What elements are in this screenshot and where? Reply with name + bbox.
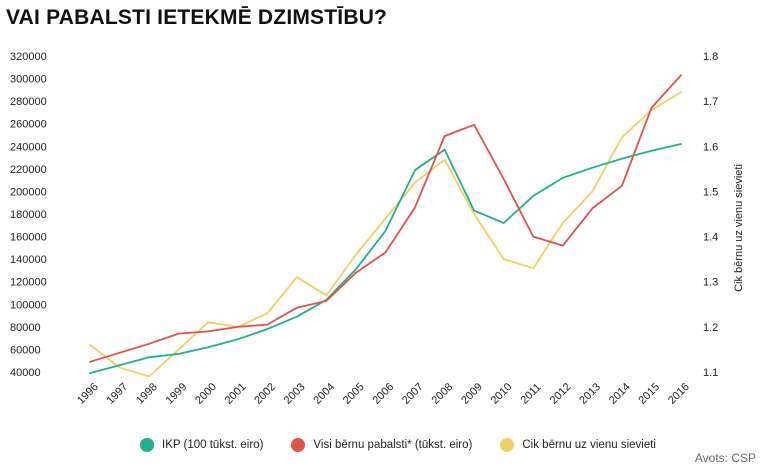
- legend-item-ikp: IKP (100 tūkst. eiro): [140, 438, 263, 452]
- legend-label-dzimstiba: Cik bērnu uz vienu sievieti: [522, 439, 656, 451]
- x-tick-label: 2010: [489, 381, 515, 407]
- y-tick-label-left: 300000: [10, 74, 47, 86]
- legend-item-dzimstiba: Cik bērnu uz vienu sievieti: [500, 438, 656, 452]
- x-tick-label: 2011: [519, 381, 544, 406]
- x-tick-label: 2006: [370, 381, 396, 407]
- y-tick-label-left: 200000: [10, 186, 47, 198]
- y-tick-label-left: 240000: [10, 141, 47, 153]
- x-tick-label: 2001: [223, 381, 249, 407]
- legend-swatch-pabalsti: [291, 438, 306, 452]
- x-tick-label: 2009: [459, 381, 485, 407]
- legend-label-pabalsti: Visi bērnu pabalsti* (tūkst. eiro): [313, 439, 473, 451]
- legend-label-ikp: IKP (100 tūkst. eiro): [162, 439, 264, 451]
- x-tick-label: 2005: [341, 381, 367, 407]
- y-tick-label-left: 160000: [10, 232, 47, 244]
- y-tick-label-left: 80000: [10, 322, 41, 334]
- x-tick-label: 1999: [164, 381, 190, 407]
- y-tick-label-left: 220000: [10, 164, 47, 176]
- x-tick-label: 2003: [282, 381, 308, 407]
- y-tick-label-right: 1.7: [703, 96, 718, 108]
- y-tick-label-right: 1.4: [703, 232, 718, 244]
- y-tick-label-left: 100000: [10, 299, 47, 311]
- legend-swatch-ikp: [140, 438, 154, 452]
- y-axis-title-right: Cik bērnu uz vienu sievieti: [733, 164, 745, 292]
- y-tick-label-right: 1.5: [703, 186, 718, 198]
- y-tick-label-right: 1.6: [703, 141, 718, 153]
- y-tick-label-left: 260000: [10, 119, 47, 131]
- x-tick-label: 2016: [666, 381, 692, 407]
- series-line-pabalsti: [89, 74, 682, 363]
- y-tick-label-right: 1.3: [703, 277, 718, 289]
- x-tick-label: 2015: [636, 381, 662, 407]
- x-tick-label: 2004: [311, 381, 337, 407]
- source-note: Avots: CSP: [694, 451, 756, 465]
- legend-swatch-dzimstiba: [500, 438, 515, 452]
- x-tick-label: 2002: [252, 381, 278, 407]
- x-tick-label: 2007: [400, 381, 426, 407]
- y-tick-label-right: 1.1: [703, 367, 718, 379]
- x-tick-label: 1996: [75, 381, 101, 407]
- y-tick-label-left: 60000: [10, 344, 41, 356]
- y-tick-label-left: 180000: [10, 209, 47, 221]
- x-tick-label: 1997: [105, 381, 131, 407]
- x-tick-label: 2012: [548, 381, 574, 407]
- x-tick-label: 2008: [430, 381, 456, 407]
- y-tick-label-left: 140000: [10, 254, 47, 266]
- legend-item-pabalsti: Visi bērnu pabalsti* (tūkst. eiro): [291, 438, 472, 452]
- series-line-dzimstiba: [89, 91, 682, 378]
- y-tick-label-right: 1.8: [703, 51, 718, 63]
- y-tick-label-left: 120000: [10, 277, 47, 289]
- legend: IKP (100 tūkst. eiro) Visi bērnu pabalst…: [140, 438, 656, 452]
- chart-title: VAI PABALSTI IETEKMĒ DZIMSTĪBU?: [6, 6, 388, 29]
- line-chart: 40000 60000 80000 100000 120000 140000 160000 1…: [10, 51, 745, 407]
- y-tick-label-left: 320000: [10, 51, 47, 63]
- series-line-ikp: [89, 143, 682, 374]
- x-tick-label: 2014: [607, 381, 633, 407]
- x-tick-label: 1998: [134, 381, 160, 407]
- y-tick-label-left: 40000: [10, 367, 41, 379]
- y-tick-label-left: 280000: [10, 96, 47, 108]
- y-tick-label-right: 1.2: [703, 322, 718, 334]
- x-tick-label: 2000: [193, 381, 219, 407]
- x-tick-label: 2013: [577, 381, 603, 407]
